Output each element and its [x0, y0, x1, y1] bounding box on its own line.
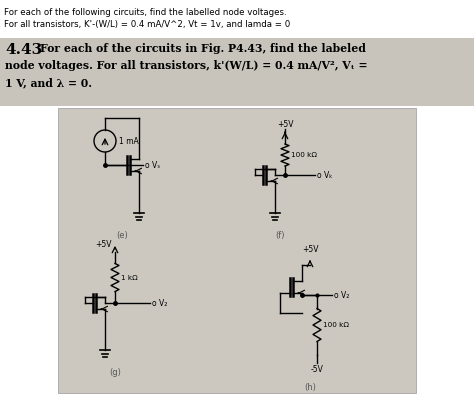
Text: 1 mA: 1 mA	[119, 137, 139, 145]
Text: o Vₛ: o Vₛ	[145, 160, 160, 170]
Text: -5V: -5V	[310, 365, 323, 374]
Text: (f): (f)	[275, 231, 285, 240]
Bar	[58, 108, 416, 393]
Text: 100 kΩ: 100 kΩ	[323, 322, 349, 328]
Text: For all transistors, K'-(W/L) = 0.4 mA/V^2, Vt = 1v, and lamda = 0: For all transistors, K'-(W/L) = 0.4 mA/V…	[4, 20, 290, 29]
Text: 1 V, and λ = 0.: 1 V, and λ = 0.	[5, 77, 92, 88]
Text: 1 kΩ: 1 kΩ	[121, 274, 138, 280]
Text: +5V: +5V	[95, 240, 111, 249]
Bar	[0, 38, 474, 106]
Text: o V₂: o V₂	[334, 291, 349, 299]
Text: 100 kΩ: 100 kΩ	[291, 152, 317, 158]
Text: +5V: +5V	[277, 120, 293, 129]
Text: For each of the following circuits, find the labelled node voltages.: For each of the following circuits, find…	[4, 8, 287, 17]
Text: 4.43: 4.43	[5, 43, 42, 57]
Text: o Vₖ: o Vₖ	[317, 170, 332, 179]
Text: (e): (e)	[116, 231, 128, 240]
Text: For each of the circuits in Fig. P4.43, find the labeled: For each of the circuits in Fig. P4.43, …	[40, 43, 366, 54]
Text: o V₂: o V₂	[152, 299, 167, 307]
Text: (g): (g)	[109, 368, 121, 377]
Text: node voltages. For all transistors, k'(W/L) = 0.4 mA/V², Vₜ =: node voltages. For all transistors, k'(W…	[5, 60, 367, 71]
Bar	[0, 0, 474, 38]
Text: +5V: +5V	[302, 245, 318, 254]
Text: (h): (h)	[304, 383, 316, 392]
